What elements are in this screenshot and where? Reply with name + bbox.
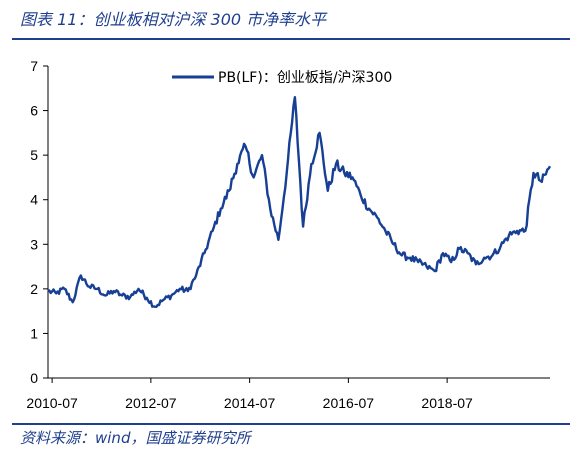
x-axis-ticks: 2010-07 2012-07 2014-07 2016-07 2018-07 [26, 378, 473, 411]
y-tick-label: 6 [30, 103, 38, 119]
series-line-pb-ratio [47, 95, 552, 308]
y-tick-label: 0 [30, 370, 38, 386]
y-axis-ticks: 0 1 2 3 4 5 6 7 [30, 58, 48, 386]
y-tick-label: 5 [30, 147, 38, 163]
y-tick-label: 1 [30, 325, 38, 341]
y-tick-label: 7 [30, 58, 38, 74]
legend-label: PB(LF)：创业板指/沪深300 [218, 70, 392, 86]
title-rule [12, 38, 570, 40]
series-group [47, 95, 552, 308]
figure-title: 图表 11：创业板相对沪深 300 市净率水平 [20, 10, 327, 29]
y-tick-label: 3 [30, 236, 38, 252]
x-tick-label: 2016-07 [323, 395, 375, 411]
source-note: 资料来源：wind，国盛证券研究所 [20, 429, 251, 447]
source-rule [12, 423, 570, 425]
chart-axes [47, 66, 550, 379]
y-tick-label: 4 [30, 192, 38, 208]
y-tick-label: 2 [30, 281, 38, 297]
x-tick-label: 2018-07 [421, 395, 473, 411]
x-tick-label: 2012-07 [125, 395, 177, 411]
chart-legend: PB(LF)：创业板指/沪深300 [172, 70, 392, 86]
x-tick-label: 2014-07 [224, 395, 276, 411]
x-tick-label: 2010-07 [26, 395, 78, 411]
